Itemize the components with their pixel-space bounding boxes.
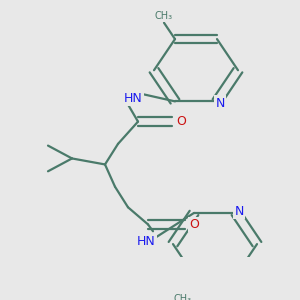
Text: HN: HN	[136, 235, 155, 248]
Text: N: N	[234, 205, 244, 218]
Text: N: N	[215, 97, 225, 110]
Text: CH₃: CH₃	[174, 294, 192, 300]
Text: O: O	[176, 115, 186, 128]
Text: CH₃: CH₃	[155, 11, 173, 21]
Text: HN: HN	[124, 92, 142, 105]
Text: O: O	[189, 218, 199, 231]
